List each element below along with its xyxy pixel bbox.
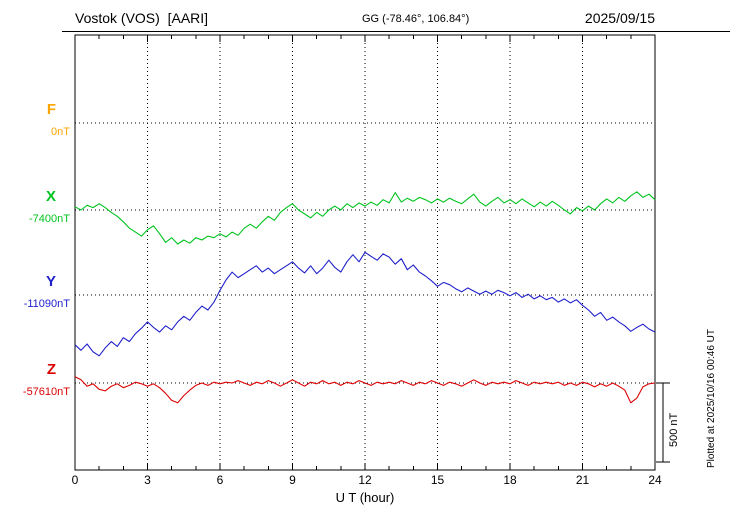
plot-date: 2025/09/15: [584, 10, 655, 26]
plotted-timestamp-note: Plotted at 2025/10/16 00:46 UT: [706, 329, 717, 468]
series-baseline-value-X: -7400nT: [29, 213, 70, 225]
series-baseline-value-F: 0nT: [51, 126, 70, 138]
x-tick-label: 12: [358, 473, 372, 487]
trace-Y: [74, 251, 656, 357]
x-tick-label: 0: [71, 473, 79, 487]
scale-bar-label: 500 nT: [668, 412, 680, 447]
station-title: Vostok (VOS) [AARI]: [75, 10, 209, 26]
x-tick-label: 3: [144, 473, 151, 487]
plot-frame: [74, 34, 656, 471]
series-label-F: F: [46, 101, 56, 118]
series-label-Y: Y: [45, 273, 56, 290]
series-baseline-value-Y: -11090nT: [23, 298, 70, 310]
series-label-Z: Z: [46, 361, 56, 378]
trace-X: [74, 191, 656, 245]
trace-Z: [74, 376, 656, 404]
series-baseline-value-Z: -57610nT: [22, 386, 70, 398]
geographic-coords: GG (-78.46°, 106.84°): [362, 13, 470, 25]
series-label-X: X: [45, 188, 56, 205]
x-axis-tick-labels: 0 3 6 9 12 15 18 21 24: [0, 473, 730, 489]
x-tick-label: 15: [430, 473, 445, 487]
x-tick-label: 21: [575, 473, 590, 487]
x-tick-label: 6: [216, 473, 224, 487]
x-tick-label: 24: [648, 473, 662, 487]
x-axis-title: U T (hour): [335, 490, 395, 505]
x-tick-label: 18: [503, 473, 517, 487]
x-tick-label: 9: [289, 473, 296, 487]
header-divider: [62, 31, 730, 32]
